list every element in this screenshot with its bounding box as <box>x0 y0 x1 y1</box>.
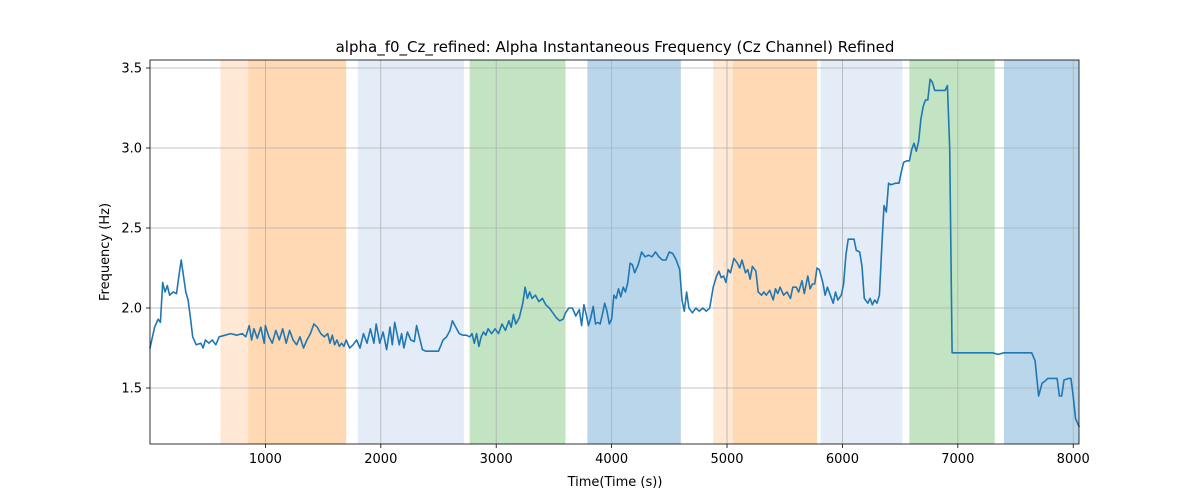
y-axis-ticks: 1.5 2.0 2.5 3.0 3.5 <box>121 62 150 397</box>
x-tick-label-1: 2000 <box>364 452 397 467</box>
x-tick-label-0: 1000 <box>249 452 282 467</box>
y-axis-label: Frequency (Hz) <box>98 203 113 301</box>
condition-band-10 <box>1003 60 1079 444</box>
x-tick-label-6: 7000 <box>941 452 974 467</box>
grid-lines <box>150 60 1079 444</box>
y-tick-label-3: 3.0 <box>121 142 142 157</box>
condition-band-8 <box>820 60 903 444</box>
plot-frame <box>149 59 1080 445</box>
condition-band-4 <box>469 60 566 444</box>
condition-band-6 <box>713 60 733 444</box>
x-tick-label-4: 5000 <box>710 452 743 467</box>
x-axis-ticks: 1000 2000 3000 4000 5000 6000 7000 8000 <box>249 444 1090 467</box>
plot-area <box>149 78 1080 428</box>
x-tick-label-2: 3000 <box>480 452 513 467</box>
condition-band-7 <box>732 60 818 444</box>
y-tick-label-4: 3.5 <box>121 62 142 77</box>
condition-band-3 <box>357 60 464 444</box>
x-tick-label-7: 8000 <box>1057 452 1090 467</box>
condition-band-9 <box>909 60 995 444</box>
y-tick-label-0: 1.5 <box>121 382 142 397</box>
condition-band-1 <box>220 60 249 444</box>
condition-band-2 <box>248 60 347 444</box>
x-tick-label-3: 4000 <box>595 452 628 467</box>
y-tick-label-2: 2.5 <box>121 222 142 237</box>
frequency-series-line-1 <box>149 78 1080 428</box>
condition-band-5 <box>587 60 681 444</box>
x-tick-label-5: 6000 <box>826 452 859 467</box>
condition-bands <box>220 60 1079 444</box>
y-tick-label-1: 2.0 <box>121 302 142 317</box>
x-axis-label: Time(Time (s)) <box>567 475 663 490</box>
chart-title: alpha_f0_Cz_refined: Alpha Instantaneous… <box>336 38 895 57</box>
